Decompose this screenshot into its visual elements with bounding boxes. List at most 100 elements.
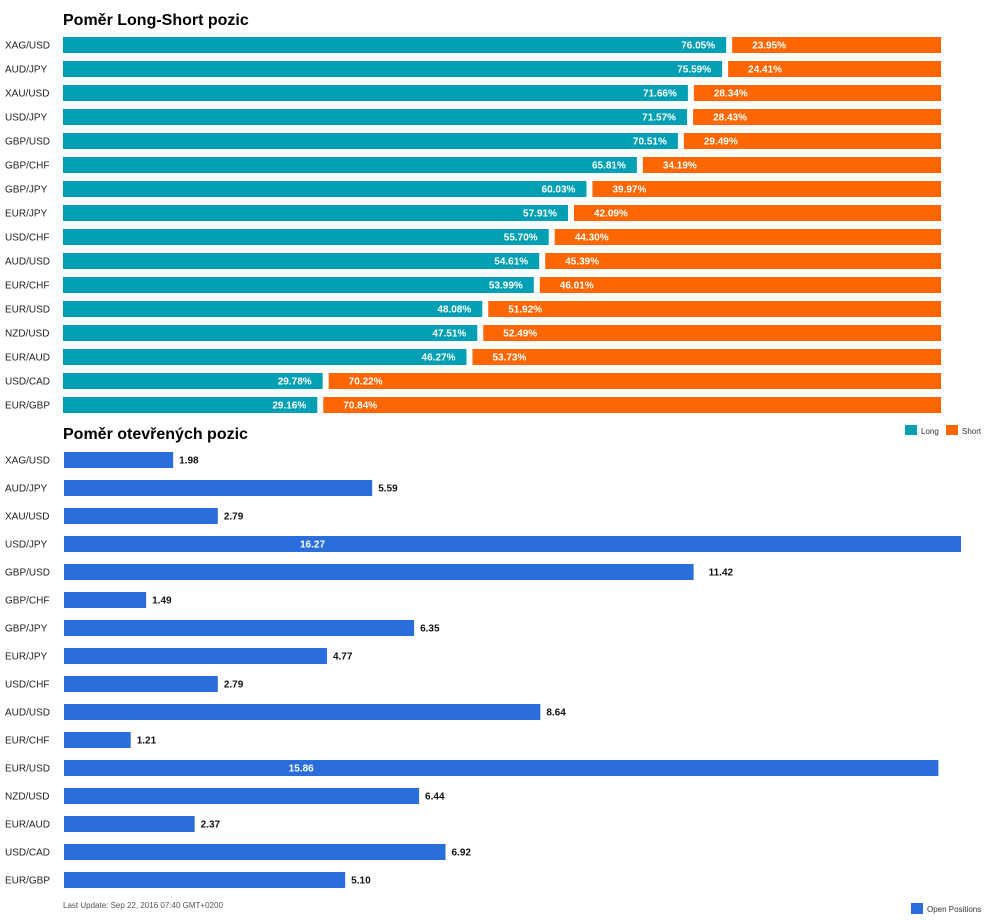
category-label: EUR/AUD (5, 820, 50, 831)
short-value-label: 70.84% (343, 401, 377, 412)
short-bar-eur-chf (539, 277, 941, 293)
short-bar-gbp-usd (683, 133, 941, 149)
open-positions-value-label: 2.79 (224, 680, 244, 691)
category-label: EUR/JPY (5, 209, 48, 220)
short-bar-eur-jpy (573, 205, 941, 221)
category-label: USD/JPY (5, 540, 48, 551)
chart-title-open-positions: Poměr otevřených pozic (63, 426, 248, 443)
long-bar-eur-chf (63, 277, 534, 293)
category-label: GBP/CHF (5, 161, 49, 172)
long-short-ratio-chart: Poměr Long-Short pozic XAG/USD 76.05% 23.9… (5, 12, 941, 413)
short-bar-usd-cad (328, 373, 941, 389)
open-positions-legend: Open Positions (911, 903, 981, 914)
short-value-label: 53.73% (492, 353, 526, 364)
short-value-label: 34.19% (663, 161, 697, 172)
long-bar-usd-cad (63, 373, 323, 389)
open-positions-bar-eur-usd (64, 760, 939, 776)
open-positions-bar-usd-chf (64, 676, 218, 692)
legend-swatch-short (946, 425, 958, 435)
legend-label-open-positions: Open Positions (927, 905, 981, 914)
short-bar-gbp-chf (642, 157, 941, 173)
category-label: EUR/AUD (5, 353, 50, 364)
category-label: EUR/JPY (5, 652, 48, 663)
short-value-label: 70.22% (349, 377, 383, 388)
open-positions-value-label: 2.79 (224, 512, 244, 523)
short-bar-usd-chf (554, 229, 941, 245)
open-positions-bar-xau-usd (64, 508, 218, 524)
long-value-label: 71.57% (642, 113, 676, 124)
long-value-label: 60.03% (542, 185, 576, 196)
legend-label-long: Long (921, 427, 939, 436)
long-bar-gbp-usd (63, 133, 678, 149)
long-value-label: 46.27% (422, 353, 456, 364)
long-bar-usd-jpy (63, 109, 688, 125)
category-label: EUR/USD (5, 305, 50, 316)
long-bar-xag-usd (63, 37, 727, 53)
open-positions-value-label: 1.98 (179, 456, 199, 467)
open-positions-bar-nzd-usd (64, 788, 420, 804)
category-label: AUD/USD (5, 708, 50, 719)
legend-label-short: Short (962, 427, 982, 436)
legend-swatch-open-positions (911, 903, 923, 914)
open-positions-bar-aud-usd (64, 704, 541, 720)
open-positions-value-label: 6.35 (420, 624, 440, 635)
category-label: EUR/CHF (5, 281, 49, 292)
long-value-label: 76.05% (681, 41, 715, 52)
open-positions-value-label: 5.59 (378, 484, 398, 495)
open-positions-bar-aud-jpy (64, 480, 373, 496)
long-value-label: 55.70% (504, 233, 538, 244)
long-bar-nzd-usd (63, 325, 478, 341)
short-value-label: 28.34% (714, 89, 748, 100)
long-short-bars: XAG/USD 76.05% 23.95% AUD/JPY 75.59% 24.41% XA… (5, 37, 941, 413)
long-bar-xau-usd (63, 85, 688, 101)
category-label: AUD/JPY (5, 484, 48, 495)
open-positions-bar-eur-gbp (64, 872, 346, 888)
short-value-label: 45.39% (565, 257, 599, 268)
open-positions-bar-gbp-chf (64, 592, 147, 608)
open-positions-bars: XAG/USD 1.98 AUD/JPY 5.59 XAU/USD 2.79 USD/JPY… (5, 452, 961, 888)
long-value-label: 70.51% (633, 137, 667, 148)
short-value-label: 51.92% (508, 305, 542, 316)
short-value-label: 23.95% (752, 41, 786, 52)
short-bar-nzd-usd (483, 325, 941, 341)
open-positions-value-label: 6.92 (452, 848, 472, 859)
short-bar-xau-usd (693, 85, 941, 101)
open-positions-bar-xag-usd (64, 452, 174, 468)
open-positions-value-label: 4.77 (333, 652, 353, 663)
short-bar-aud-jpy (728, 61, 941, 77)
short-bar-usd-jpy (693, 109, 941, 125)
short-value-label: 24.41% (748, 65, 782, 76)
short-bar-eur-aud (472, 349, 941, 365)
long-bar-aud-jpy (63, 61, 723, 77)
category-label: USD/CAD (5, 848, 50, 859)
category-label: AUD/JPY (5, 65, 48, 76)
legend-swatch-long (905, 425, 917, 435)
category-label: NZD/USD (5, 792, 49, 803)
short-value-label: 28.43% (713, 113, 747, 124)
open-positions-bar-eur-jpy (64, 648, 327, 664)
category-label: EUR/CHF (5, 736, 49, 747)
open-positions-value-label: 16.27 (300, 540, 325, 551)
category-label: USD/CHF (5, 680, 49, 691)
category-label: GBP/JPY (5, 624, 48, 635)
category-label: XAU/USD (5, 89, 49, 100)
open-positions-bar-gbp-usd (64, 564, 694, 580)
last-update-text: Last Update: Sep 22, 2016 07:40 GMT+0200 (63, 901, 223, 910)
long-bar-eur-usd (63, 301, 483, 317)
category-label: NZD/USD (5, 329, 49, 340)
long-value-label: 47.51% (432, 329, 466, 340)
open-positions-bar-usd-cad (64, 844, 446, 860)
open-positions-bar-eur-chf (64, 732, 131, 748)
open-positions-value-label: 11.42 (709, 568, 734, 579)
short-bar-eur-gbp (323, 397, 941, 413)
long-value-label: 29.78% (278, 377, 312, 388)
long-value-label: 53.99% (489, 281, 523, 292)
long-value-label: 75.59% (677, 65, 711, 76)
category-label: XAG/USD (5, 456, 50, 467)
open-positions-bar-gbp-jpy (64, 620, 415, 636)
open-positions-chart: Poměr otevřených pozic XAG/USD 1.98 AUD/JP… (5, 426, 961, 888)
long-value-label: 29.16% (272, 401, 306, 412)
long-bar-eur-gbp (63, 397, 318, 413)
category-label: GBP/USD (5, 568, 50, 579)
